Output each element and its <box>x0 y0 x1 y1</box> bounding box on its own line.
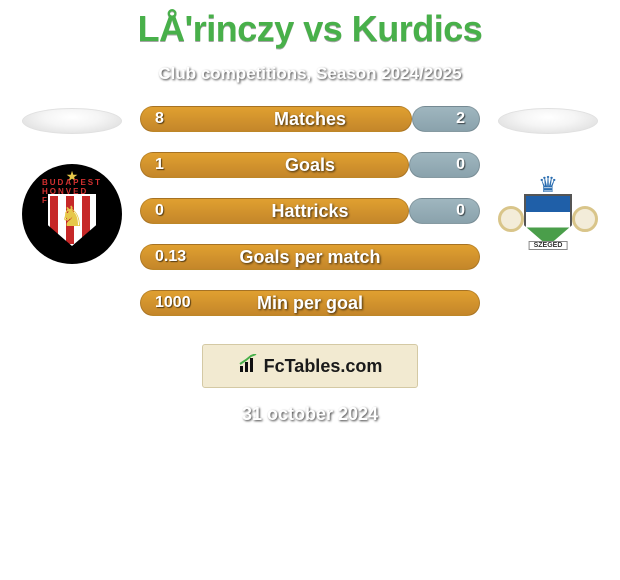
chart-icon <box>238 354 258 379</box>
right-pellet <box>498 108 598 134</box>
stat-right-pill: 0 <box>409 198 480 224</box>
left-column: ★ BUDAPEST HONVED FC ♞ <box>22 106 122 264</box>
stat-left-value: 0 <box>155 202 164 220</box>
stat-left-value: 1 <box>155 156 164 174</box>
left-team-crest: ★ BUDAPEST HONVED FC ♞ <box>22 164 122 264</box>
date-line: 31 october 2024 <box>0 404 620 425</box>
stat-left-value: 8 <box>155 110 164 128</box>
stat-row: 1000Min per goal <box>140 290 480 316</box>
stat-right-value: 0 <box>456 156 465 174</box>
stat-row: 10Goals <box>140 152 480 178</box>
stats-list: 82Matches10Goals00Hattricks0.13Goals per… <box>140 106 480 316</box>
stat-right-value: 2 <box>456 110 465 128</box>
stat-row: 0.13Goals per match <box>140 244 480 270</box>
right-team-crest: ♛ SZEGED <box>498 164 598 264</box>
scroll-left-icon <box>498 206 524 232</box>
comparison-row: ★ BUDAPEST HONVED FC ♞ 82Matches10Goals0… <box>0 106 620 316</box>
footer-brand-badge[interactable]: FcTables.com <box>202 344 418 388</box>
crest-banner: SZEGED <box>529 241 568 250</box>
subtitle: Club competitions, Season 2024/2025 <box>0 64 620 84</box>
stat-row: 00Hattricks <box>140 198 480 224</box>
right-column: ♛ SZEGED <box>498 106 598 264</box>
stat-right-pill: 0 <box>409 152 480 178</box>
stat-row: 82Matches <box>140 106 480 132</box>
stat-left-pill: 1 <box>140 152 409 178</box>
stat-left-value: 1000 <box>155 294 191 312</box>
footer-brand-text: FcTables.com <box>264 356 383 377</box>
stat-left-pill: 0.13 <box>140 244 480 270</box>
shield-icon <box>524 194 572 246</box>
stat-left-pill: 0 <box>140 198 409 224</box>
left-pellet <box>22 108 122 134</box>
stat-left-value: 0.13 <box>155 248 186 266</box>
page-title: LÅ'rinczy vs Kurdics <box>0 0 620 50</box>
stat-left-pill: 1000 <box>140 290 480 316</box>
stat-right-pill: 2 <box>412 106 480 132</box>
stat-right-value: 0 <box>456 202 465 220</box>
scroll-right-icon <box>572 206 598 232</box>
lion-icon: ♞ <box>59 200 84 233</box>
stat-left-pill: 8 <box>140 106 412 132</box>
